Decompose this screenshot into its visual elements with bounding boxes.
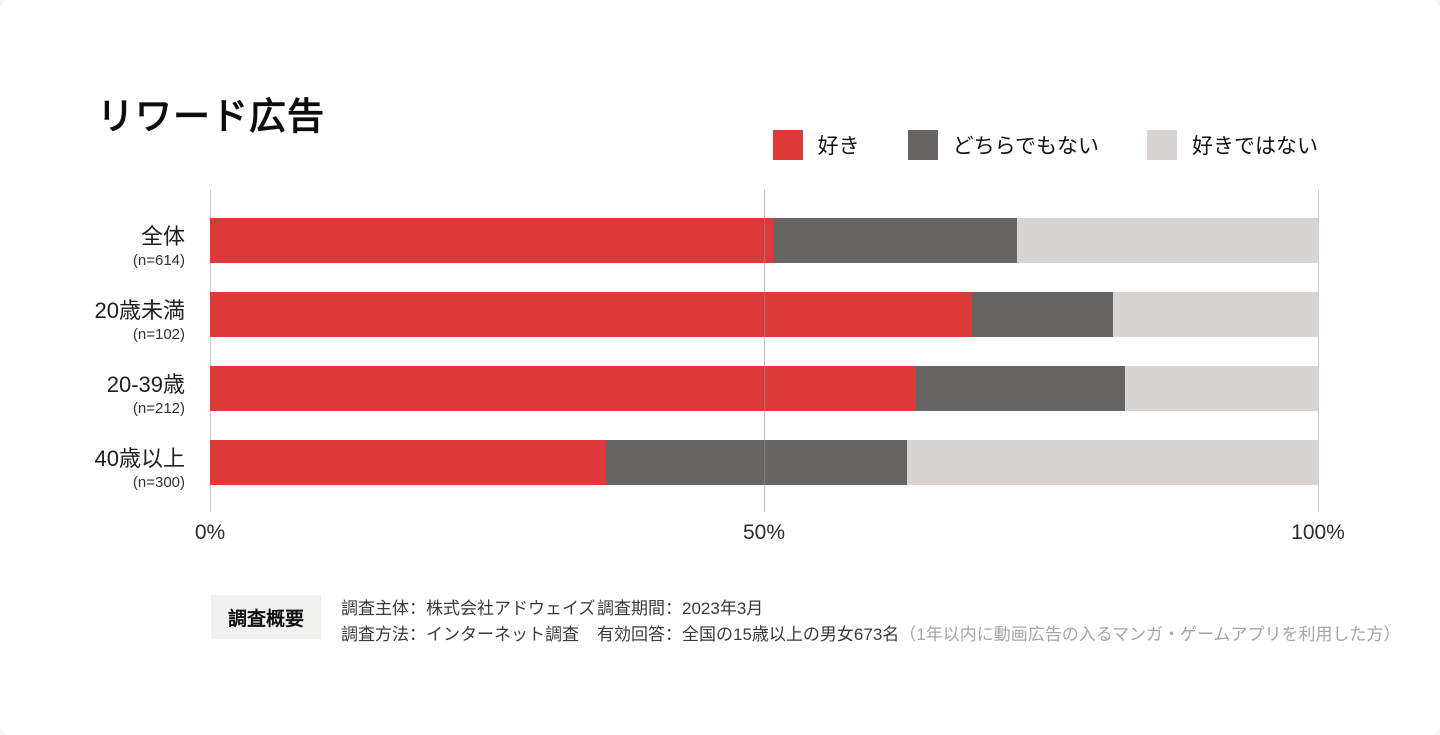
bar-row-40歳以上 [210, 440, 1318, 485]
survey-method: 調査方法：インターネット調査 [341, 625, 579, 644]
category-n: (n=212) [132, 400, 185, 417]
legend-item-like: 好き [772, 130, 860, 160]
bar-segment [605, 440, 907, 485]
x-tick-label-0: 0% [194, 521, 226, 544]
category-n: (n=300) [132, 474, 185, 491]
bar-segment [210, 440, 606, 485]
stacked-bar-chart [209, 190, 1319, 512]
category-label-全体: 全体 (n=614) [0, 225, 185, 270]
legend-item-dislike: 好きではない [1147, 130, 1318, 160]
bar-row-全体 [210, 218, 1318, 263]
category-label-20-39歳: 20-39歳 (n=212) [0, 373, 185, 418]
legend-swatch-neither [907, 130, 938, 160]
bar-segment [1016, 218, 1318, 263]
survey-conductor: 調査主体：株式会社アドウェイズ [341, 599, 596, 618]
legend-swatch-like [772, 130, 803, 160]
legend-label: 好き [817, 135, 860, 158]
category-name: 40歳以上 [94, 446, 185, 471]
bar-segment [1113, 292, 1318, 337]
category-labels: 全体 (n=614) 20歳未満 (n=102) 20-39歳 (n=212) 40歳以上 (… [0, 190, 185, 512]
chart-title: リワード広告 [97, 96, 325, 137]
category-n: (n=614) [132, 252, 185, 269]
survey-period: 調査期間：2023年3月 [597, 599, 764, 618]
gridline-100 [1317, 190, 1319, 512]
survey-respondents-note: （1年以内に動画広告の入るマンガ・ゲームアプリを利用した方） [899, 625, 1401, 644]
survey-info-column-1: 調査主体：株式会社アドウェイズ 調査方法：インターネット調査 [341, 596, 596, 648]
survey-respondents: 有効回答：全国の15歳以上の男女673名（1年以内に動画広告の入るマンガ・ゲーム… [597, 625, 1401, 644]
legend-label: どちらでもない [952, 135, 1099, 158]
bar-segment [972, 292, 1113, 337]
bar-row-20-39歳 [210, 366, 1318, 411]
x-tick-label-100: 100% [1291, 521, 1345, 544]
category-label-40歳以上: 40歳以上 (n=300) [0, 447, 185, 492]
x-axis: 0% 50% 100% [195, 521, 1345, 551]
gridline-50 [763, 190, 765, 512]
category-name: 全体 [140, 224, 185, 249]
category-n: (n=102) [132, 326, 185, 343]
bar-row-20歳未満 [210, 292, 1318, 337]
survey-info-column-2: 調査期間：2023年3月 有効回答：全国の15歳以上の男女673名（1年以内に動… [597, 596, 1401, 648]
legend-swatch-dislike [1147, 130, 1177, 160]
category-label-20歳未満: 20歳未満 (n=102) [0, 299, 185, 344]
legend: 好き どちらでもない 好きではない [772, 130, 1318, 160]
bar-segment [210, 292, 973, 337]
bar-segment [906, 440, 1318, 485]
x-tick-label-50: 50% [742, 521, 786, 544]
bar-segment [915, 366, 1126, 411]
category-name: 20-39歳 [106, 372, 185, 397]
bar-segment [1125, 366, 1318, 411]
bar-segment [773, 218, 1017, 263]
gridline-0 [209, 190, 211, 512]
category-name: 20歳未満 [94, 298, 185, 323]
bar-segment [210, 218, 774, 263]
bar-segment [210, 366, 916, 411]
legend-label: 好きではない [1192, 135, 1318, 158]
legend-item-neither: どちらでもない [907, 130, 1099, 160]
survey-overview-badge: 調査概要 [211, 595, 321, 639]
